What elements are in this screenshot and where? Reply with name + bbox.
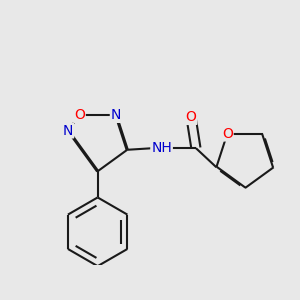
- Text: NH: NH: [151, 141, 172, 155]
- Text: N: N: [63, 124, 73, 138]
- Text: N: N: [111, 108, 121, 122]
- Text: O: O: [74, 108, 85, 122]
- Text: O: O: [222, 127, 233, 141]
- Text: O: O: [186, 110, 196, 124]
